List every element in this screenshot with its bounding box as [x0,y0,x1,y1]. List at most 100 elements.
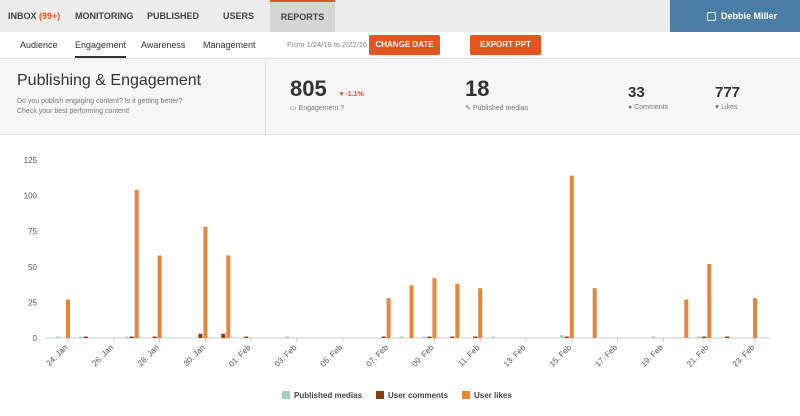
export-button[interactable]: EXPORT PPT [470,35,541,55]
bar [381,336,386,338]
bar [473,336,478,338]
bar [152,336,157,338]
bar [569,175,574,338]
subnav-tab[interactable]: Management [203,40,256,50]
x-tick-label: 28. Jan [136,343,161,368]
legend-item: User comments [376,391,449,400]
bar [203,226,208,338]
bar [409,285,414,338]
x-tick-label: 24. Jan [44,343,69,368]
user-menu[interactable]: Debbie Miller [670,0,800,32]
bar [78,336,83,338]
x-tick-label: 11. Feb [456,343,482,369]
bar [198,333,203,338]
y-tick-label: 25 [28,298,37,307]
x-tick-label: 30. Jan [182,343,207,368]
badge: (99+) [39,11,61,21]
y-tick-label: 100 [24,192,38,201]
bar [244,336,249,338]
label-text: Comments [634,104,669,111]
label-text: Engagement [298,105,339,112]
bar [399,336,404,338]
change-date-button[interactable]: CHANGE DATE [369,35,440,55]
x-tick-label: 15. Feb [548,343,574,369]
change-text: -1.1% [345,91,364,98]
bar [432,278,437,338]
legend-swatch [462,391,470,399]
engagement-change: ▾ -1.1% [340,91,364,98]
y-tick-label: 50 [28,263,37,272]
bar [83,336,88,338]
top-nav [0,0,800,32]
bar [427,336,432,338]
x-tick-label: 21. Feb [685,343,711,369]
divider [0,58,800,59]
comments-value: 33 [628,84,645,101]
comments-label: ● Comments [628,104,669,111]
published-value: 18 [465,76,490,101]
summary-title: Publishing & Engagement [17,72,202,89]
x-tick-label: 26. Jan [90,343,115,368]
label-text: Likes [721,104,738,111]
likes-value: 777 [715,84,741,101]
bar [66,299,70,338]
description: Check your best performing content! [17,108,130,115]
x-tick-label: 03. Feb [273,343,299,369]
bar [707,263,712,338]
date-range: From 1/24/16 to 2/22/16 [287,40,368,49]
bar [697,336,702,338]
label-text: Published medias [472,105,529,112]
nav-tab[interactable]: INBOX (99+) [8,0,60,32]
nav-tab-active[interactable]: REPORTS [270,0,335,32]
divider [265,59,266,134]
x-tick-label: 23. Feb [731,343,757,369]
engagement-label: ▭ Engagement ? [290,105,345,112]
bar [450,336,455,338]
bar [559,335,564,338]
bar [134,189,139,338]
legend-swatch [282,391,290,399]
subnav-tab[interactable]: Awareness [141,40,186,50]
y-tick-label: 125 [24,156,38,165]
chart: 0 25 50 75 100 125 24. Jan 26. Jan 28. Jan 30. Ja… [24,156,770,400]
x-tick-label: 05. Feb [319,343,345,369]
subnav-tab-active[interactable]: Engagement [75,32,127,58]
bar [124,336,129,338]
nav-tab[interactable]: MONITORING [75,11,134,21]
bar [753,298,757,338]
bar [592,288,597,338]
x-tick-label: 17. Feb [593,343,619,369]
bar [221,333,226,338]
bar [129,336,134,338]
nav-tab[interactable]: PUBLISHED [147,11,200,21]
legend-item: User likes [462,391,512,400]
bar [651,336,656,338]
x-tick-label: 07. Feb [364,343,390,369]
bar [478,288,483,338]
bar [226,255,231,338]
published-label: ✎ Published medias [465,105,529,112]
user-icon [707,12,716,22]
bar [491,336,496,338]
legend-label: User comments [388,391,449,400]
bar [285,336,289,338]
bar [422,336,427,338]
y-tick-label: 0 [33,334,38,343]
x-tick-label: 13. Feb [502,343,528,369]
bar [564,336,569,338]
x-tick-label: 09. Feb [410,343,436,369]
bar [157,255,162,338]
y-tick-label: 75 [28,227,37,236]
legend-label: User likes [474,391,512,400]
description: Do you publish engaging content? Is it g… [17,98,183,105]
legend-swatch [376,391,384,399]
bar [455,283,460,338]
nav-tab[interactable]: USERS [223,11,255,21]
bar [702,336,707,338]
subnav-tab[interactable]: Audience [20,40,58,50]
tab-label: INBOX [8,11,37,21]
x-tick-label: 01. Feb [227,343,253,369]
bar [725,336,730,338]
user-name: Debbie Miller [721,11,778,21]
